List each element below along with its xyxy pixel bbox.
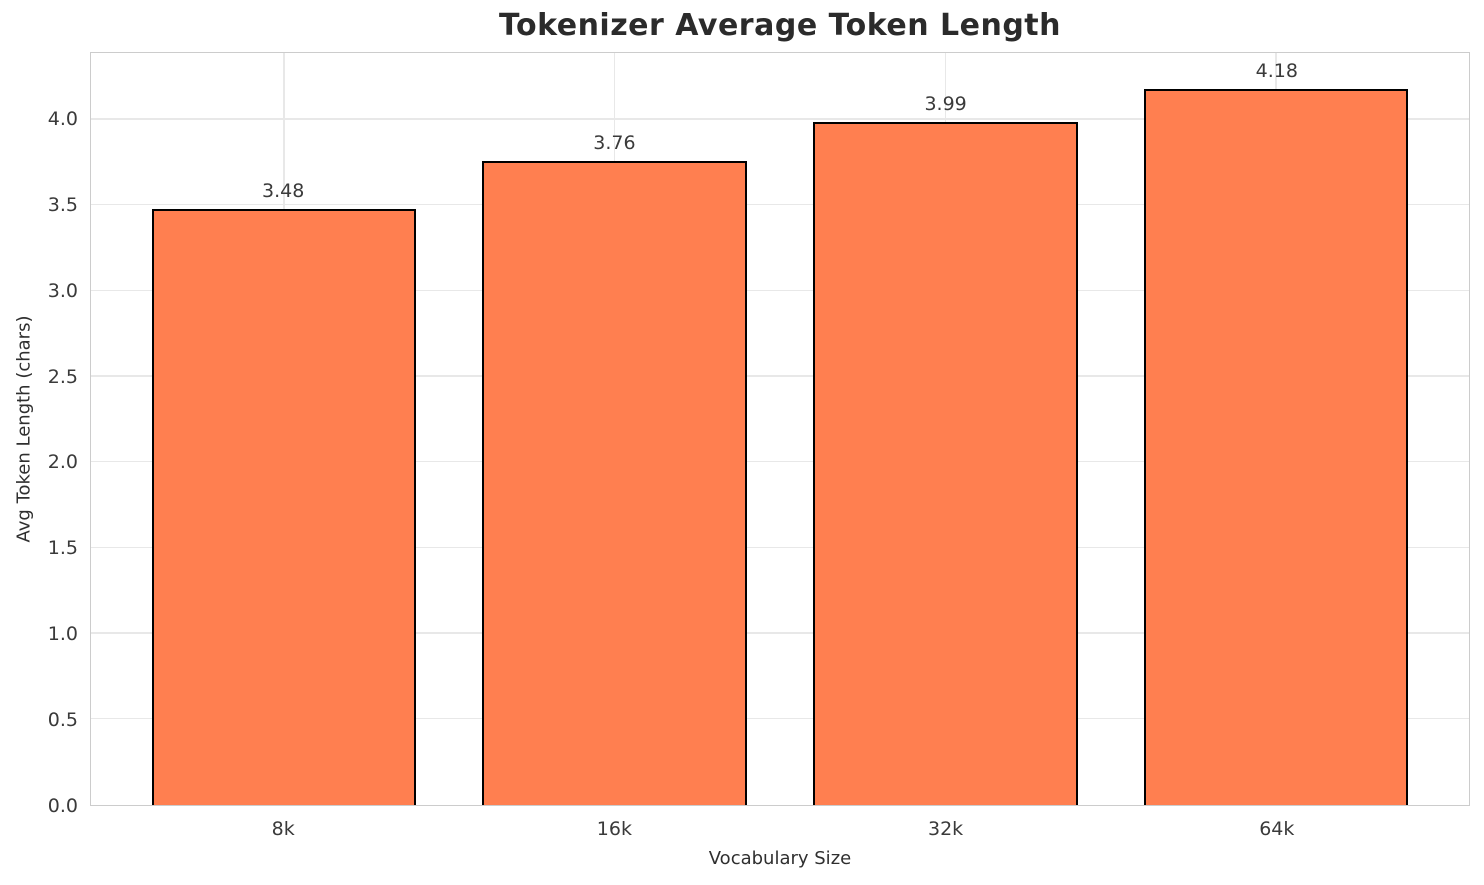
x-tick-label-16k: 16k <box>596 818 632 840</box>
bar-32k <box>813 121 1078 805</box>
y-axis-title: Avg Token Length (chars) <box>13 315 35 543</box>
y-tick-label-0.5: 0.5 <box>47 709 78 732</box>
h-gridline-2.5 <box>91 375 1469 377</box>
y-tick-label-2.5: 2.5 <box>47 365 78 388</box>
y-tick-label-3.5: 3.5 <box>47 193 78 216</box>
y-tick-label-3.0: 3.0 <box>47 279 78 302</box>
x-tick-label-32k: 32k <box>928 818 964 840</box>
h-gridline-1.5 <box>91 546 1469 549</box>
y-tick-label-2.0: 2.0 <box>47 451 78 474</box>
x-tick-label-8k: 8k <box>271 818 295 840</box>
y-tick-label-1.5: 1.5 <box>47 537 78 560</box>
bar-64k <box>1143 88 1409 805</box>
x-axis-title: Vocabulary Size <box>708 848 852 869</box>
h-gridline-1.0 <box>91 632 1469 634</box>
bar-16k <box>482 160 747 805</box>
bar-8k <box>151 208 417 805</box>
y-tick-label-1.0: 1.0 <box>47 623 78 646</box>
h-gridline-2.0 <box>91 460 1469 463</box>
bar-value-label-8k: 3.48 <box>262 180 305 203</box>
y-tick-label-4.0: 4.0 <box>47 107 78 130</box>
chart-title: Tokenizer Average Token Length <box>498 8 1061 43</box>
x-tick-label-64k: 64k <box>1259 818 1295 840</box>
bar-value-label-64k: 4.18 <box>1255 60 1298 83</box>
h-gridline-4.0 <box>91 118 1469 120</box>
h-gridline-3.0 <box>91 289 1469 292</box>
y-tick-label-0.0: 0.0 <box>47 795 78 817</box>
plot-area <box>90 52 1470 806</box>
h-gridline-0.5 <box>91 717 1469 720</box>
h-gridline-3.5 <box>91 203 1469 206</box>
bar-value-label-16k: 3.76 <box>593 132 636 155</box>
bar-value-label-32k: 3.99 <box>924 92 967 115</box>
